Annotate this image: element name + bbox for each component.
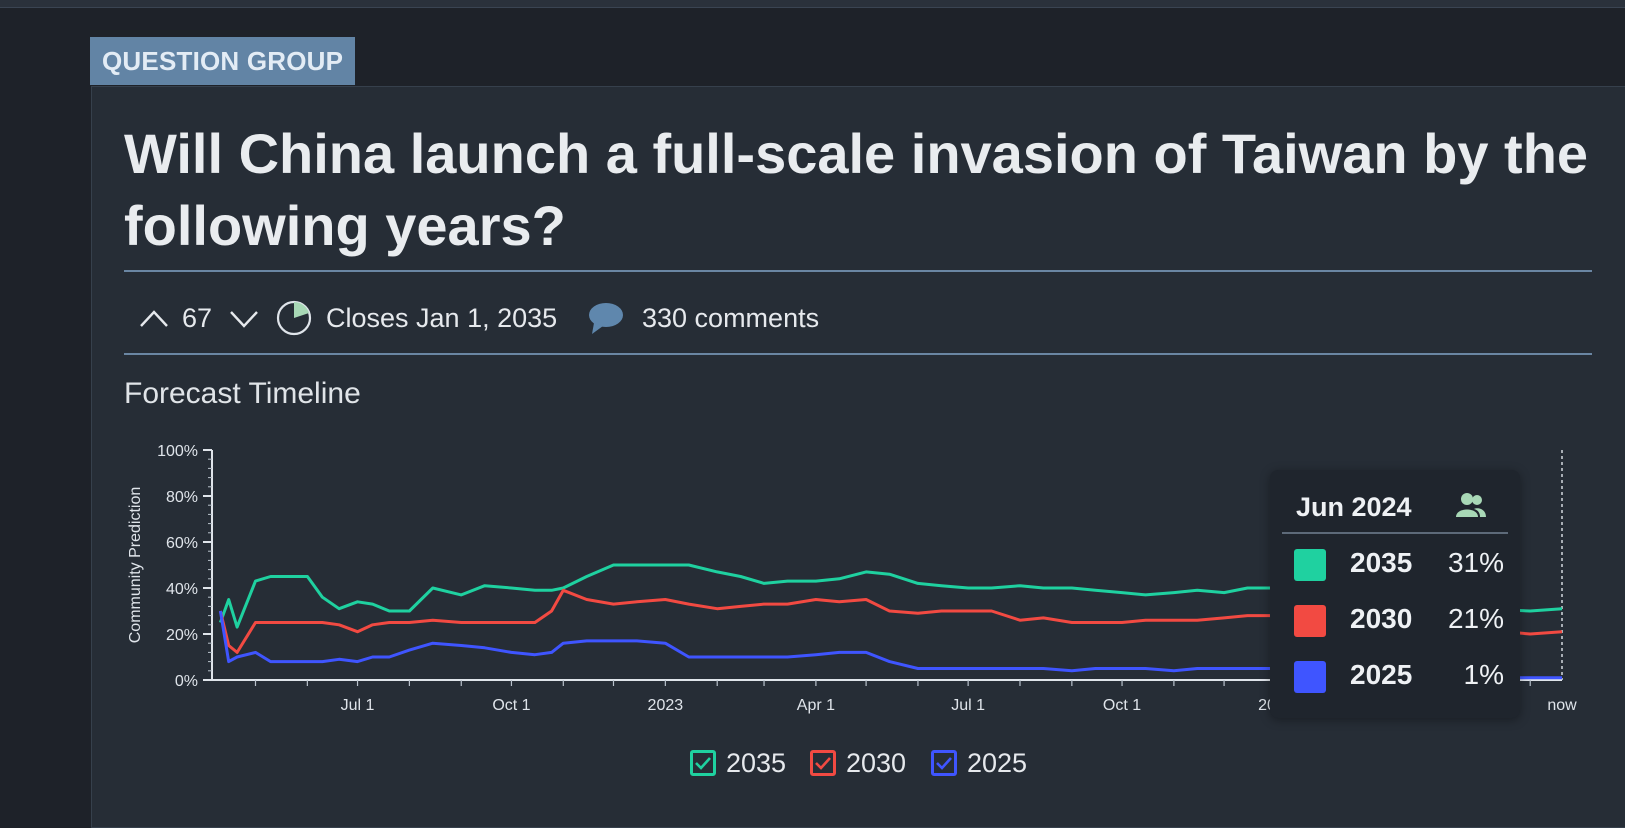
series-line-2025: [218, 610, 1562, 680]
tooltip-header: Jun 2024: [1282, 488, 1508, 534]
x-tick-label: Apr 1: [797, 697, 835, 714]
check-icon: [695, 757, 711, 770]
legend-checkbox-2025[interactable]: [931, 750, 957, 776]
y-axis-label: Community Prediction: [127, 487, 144, 644]
pie-clock-icon: [276, 300, 312, 336]
top-bar: [0, 0, 1625, 8]
y-tick-label: 100%: [157, 443, 198, 460]
chevron-up-icon: [138, 307, 170, 329]
tooltip-series-value: 1%: [1463, 659, 1504, 690]
closing-date: Closes Jan 1, 2035: [276, 288, 557, 348]
upvote-button[interactable]: [138, 288, 170, 348]
closes-label: Closes Jan 1, 2035: [326, 302, 558, 333]
x-tick-label: 2023: [648, 697, 684, 714]
legend-label: 2035: [726, 747, 787, 778]
comments-count: 330 comments: [642, 302, 820, 333]
tooltip-row-2025: 2025 1%: [1294, 657, 1504, 697]
divider-top: [124, 270, 1592, 272]
users-icon: [1456, 492, 1486, 523]
swatch-2030: [1294, 605, 1326, 637]
legend-item-2030[interactable]: 2030: [810, 746, 906, 780]
section-title: Forecast Timeline: [124, 377, 361, 410]
divider-bottom: [124, 353, 1592, 355]
tooltip-series-value: 21%: [1447, 603, 1504, 634]
legend-item-2025[interactable]: 2025: [931, 746, 1027, 780]
y-tick-label: 60%: [166, 535, 198, 552]
x-tick-label: Oct 1: [1103, 697, 1141, 714]
tooltip-series-value: 31%: [1447, 547, 1504, 578]
x-tick-label: now: [1547, 697, 1577, 714]
legend-checkbox-2030[interactable]: [810, 750, 836, 776]
tooltip-series-name: 2025: [1350, 659, 1413, 690]
x-tick-label: Jul 1: [341, 697, 375, 714]
legend-item-2035[interactable]: 2035: [690, 746, 786, 780]
chart-tooltip: Jun 2024 2035 31% 2030 21% 2025 1%: [1270, 470, 1520, 718]
x-tick-label: Oct 1: [492, 697, 530, 714]
y-tick-label: 0%: [175, 673, 198, 690]
question-meta-bar: 67 Closes Jan 1, 2035 330 comments: [124, 288, 1592, 348]
tooltip-row-2035: 2035 31%: [1294, 545, 1504, 585]
tooltip-series-name: 2030: [1350, 603, 1413, 634]
check-icon: [815, 757, 831, 770]
page-title: Will China launch a full-scale invasion …: [124, 122, 1589, 257]
tooltip-row-2030: 2030 21%: [1294, 601, 1504, 641]
chevron-down-icon: [228, 307, 260, 329]
swatch-2035: [1294, 549, 1326, 581]
legend-label: 2025: [967, 747, 1028, 778]
legend-label: 2030: [846, 747, 907, 778]
x-tick-label: Jul 1: [951, 697, 985, 714]
series-line-2035: [218, 563, 1563, 629]
y-tick-label: 80%: [166, 489, 198, 506]
series-line-2030: [218, 588, 1563, 654]
comment-bubble-icon: [588, 301, 624, 335]
comments-link[interactable]: 330 comments: [588, 288, 819, 348]
y-tick-label: 40%: [166, 581, 198, 598]
legend-checkbox-2035[interactable]: [690, 750, 716, 776]
tooltip-series-name: 2035: [1350, 547, 1413, 578]
y-tick-label: 20%: [166, 627, 198, 644]
question-group-tag: QUESTION GROUP: [90, 37, 356, 85]
vote-count: 67: [182, 302, 213, 333]
tooltip-date: Jun 2024: [1296, 492, 1412, 522]
downvote-button[interactable]: [228, 288, 260, 348]
swatch-2025: [1294, 661, 1326, 693]
check-icon: [936, 757, 952, 770]
